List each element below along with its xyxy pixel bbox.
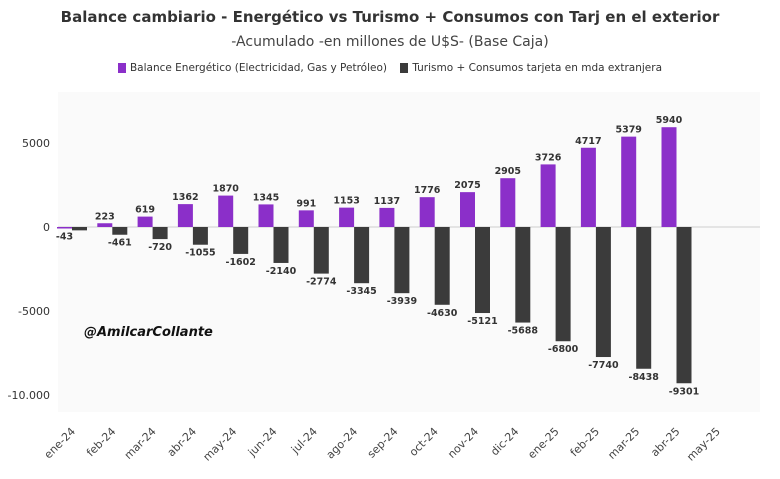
bar-energetico <box>298 210 314 227</box>
data-label-energetico: 619 <box>135 205 155 216</box>
data-label-turismo: -7740 <box>588 360 619 371</box>
bar-energetico <box>379 207 395 227</box>
bar-energetico <box>218 195 234 227</box>
chart-legend: Balance Energético (Electricidad, Gas y … <box>0 62 780 76</box>
y-tick-label: 0 <box>43 221 50 234</box>
x-tick-label: oct-24 <box>407 425 441 459</box>
y-tick-label: -10.000 <box>8 389 50 402</box>
bar-turismo <box>192 227 208 245</box>
legend-swatch-energetico <box>117 63 126 73</box>
data-label-energetico: 1153 <box>333 196 359 207</box>
x-tick-label: dic-24 <box>488 425 521 458</box>
bar-energetico <box>137 216 153 227</box>
data-label-turismo: -4630 <box>427 308 458 319</box>
data-label-energetico: 4717 <box>575 136 601 147</box>
x-tick-label: abr-24 <box>165 425 199 459</box>
data-label-turismo: -5688 <box>508 326 539 337</box>
y-tick-label: -5000 <box>18 305 50 318</box>
bar-turismo <box>676 227 692 384</box>
data-label-energetico: 5379 <box>615 125 641 136</box>
y-tick-label: 5000 <box>22 137 50 150</box>
data-label-energetico: 1345 <box>253 192 279 203</box>
data-label-turismo: -461 <box>108 238 132 249</box>
x-tick-label: nov-24 <box>445 425 481 461</box>
bar-energetico <box>540 164 556 227</box>
bar-energetico <box>97 223 113 227</box>
bar-turismo <box>595 227 611 358</box>
chart-title: Balance cambiario - Energético vs Turism… <box>60 8 720 26</box>
data-label-turismo: -1055 <box>185 248 215 259</box>
bar-energetico <box>57 227 72 229</box>
bar-energetico <box>460 192 475 227</box>
data-label-turismo: -720 <box>148 242 172 253</box>
bar-energetico <box>419 197 435 227</box>
legend-label-turismo: Turismo + Consumos tarjeta en mda extran… <box>412 62 663 74</box>
data-label-energetico: 2905 <box>495 166 521 177</box>
x-tick-label: may-24 <box>201 425 240 464</box>
bar-turismo <box>313 227 329 274</box>
data-label-turismo: -9301 <box>669 386 699 397</box>
x-tick-label: feb-24 <box>84 425 118 459</box>
x-tick-label: may-25 <box>684 425 723 464</box>
legend-swatch-turismo <box>400 63 409 73</box>
bar-energetico <box>258 204 274 227</box>
bar-turismo <box>515 227 531 323</box>
data-label-energetico: 223 <box>95 211 115 222</box>
bar-turismo <box>354 227 370 284</box>
legend-item-energetico: Balance Energético (Electricidad, Gas y … <box>117 62 387 74</box>
bar-energetico <box>621 136 637 227</box>
data-label-turismo: -5121 <box>467 316 497 327</box>
legend-item-turismo: Turismo + Consumos tarjeta en mda extran… <box>400 62 662 74</box>
x-tick-label: ene-25 <box>525 425 561 461</box>
bar-turismo <box>434 227 450 305</box>
data-label-turismo: -8438 <box>629 372 660 383</box>
data-label-energetico: 1362 <box>172 192 198 203</box>
bar-energetico <box>500 178 516 227</box>
bar-turismo <box>72 227 87 231</box>
bar-energetico <box>580 147 596 227</box>
bar-turismo <box>555 227 571 342</box>
data-label-energetico: 1776 <box>414 185 441 196</box>
x-tick-label: mar-25 <box>605 425 642 462</box>
data-label-turismo: -3345 <box>346 286 376 297</box>
data-label-energetico: 991 <box>296 198 316 209</box>
bar-turismo <box>112 227 128 235</box>
data-label-energetico: -43 <box>56 232 73 243</box>
x-tick-label: jul-24 <box>288 425 320 457</box>
data-label-turismo: -6800 <box>548 344 579 355</box>
x-tick-label: ago-24 <box>324 425 361 462</box>
bar-turismo <box>152 227 168 240</box>
data-label-turismo: -2774 <box>306 277 337 288</box>
bar-energetico <box>661 127 677 227</box>
data-label-turismo: -2140 <box>266 266 297 277</box>
bar-turismo <box>636 227 652 369</box>
data-label-turismo: -3939 <box>387 296 417 307</box>
bar-turismo <box>233 227 249 254</box>
data-label-turismo: -1602 <box>226 257 256 268</box>
x-tick-label: abr-25 <box>648 425 682 459</box>
bar-turismo <box>273 227 289 263</box>
data-label-energetico: 5940 <box>656 115 683 126</box>
x-tick-label: sep-24 <box>365 425 401 461</box>
data-label-energetico: 1870 <box>212 184 239 195</box>
bar-energetico <box>339 207 355 227</box>
chart-subtitle: -Acumulado -en millones de U$S- (Base Ca… <box>231 34 549 50</box>
legend-label-energetico: Balance Energético (Electricidad, Gas y … <box>129 62 387 74</box>
bar-turismo <box>475 227 490 314</box>
bar-energetico <box>177 204 193 227</box>
data-label-energetico: 3726 <box>535 152 562 163</box>
x-tick-label: jun-24 <box>245 425 280 460</box>
bar-turismo <box>394 227 410 294</box>
data-label-energetico: 1137 <box>374 196 400 207</box>
data-label-energetico: 2075 <box>454 180 480 191</box>
x-tick-label: mar-24 <box>122 425 159 462</box>
x-tick-label: ene-24 <box>42 425 78 461</box>
watermark-text: @AmilcarCollante <box>84 325 213 340</box>
x-tick-label: feb-25 <box>568 425 602 459</box>
